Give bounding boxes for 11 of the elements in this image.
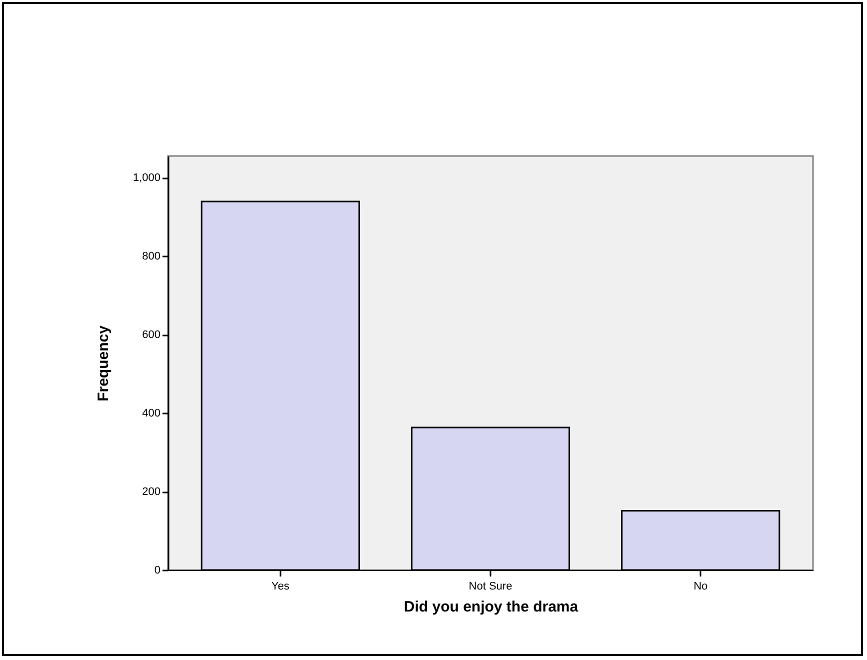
x-tick-label: Not Sure [468,580,512,592]
y-tick-label: 1,000 [132,172,160,184]
x-tick-label: Yes [271,580,290,592]
x-axis-title: Did you enjoy the drama [404,598,579,616]
y-tick-label: 200 [142,486,160,498]
y-tick-label: 0 [154,564,160,576]
y-tick-label: 400 [142,408,160,420]
y-axis-title: Frequency [94,324,112,402]
y-tick-label: 600 [142,329,160,342]
x-tick-label: No [694,580,708,592]
y-tick-label: 800 [142,250,160,263]
